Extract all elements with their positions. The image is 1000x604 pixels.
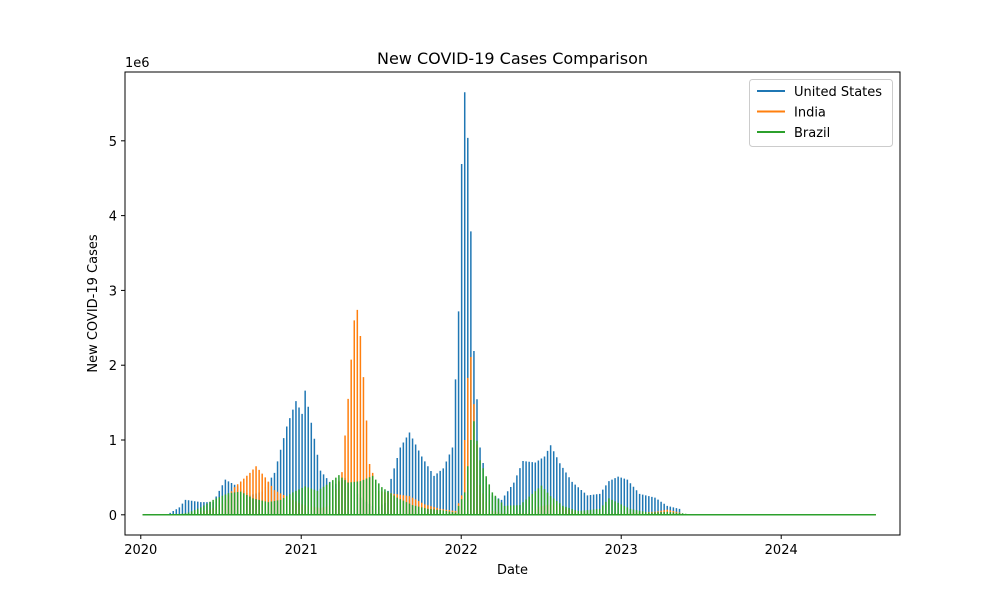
x-tick-label: 2020 — [124, 543, 157, 558]
y-axis-offset-text: 1e6 — [125, 56, 150, 71]
x-tick-label: 2024 — [765, 543, 798, 558]
chart-title: New COVID-19 Cases Comparison — [377, 49, 648, 68]
legend-label-india: India — [794, 106, 826, 121]
y-tick-label: 1 — [109, 434, 117, 449]
legend: United States India Brazil — [750, 80, 893, 147]
y-tick-label: 0 — [109, 509, 117, 524]
legend-label-united-states: United States — [794, 85, 882, 100]
x-axis: 2020 2021 2022 2023 2024 — [124, 535, 798, 558]
y-tick-label: 2 — [109, 359, 117, 374]
x-tick-label: 2021 — [285, 543, 318, 558]
x-tick-label: 2022 — [445, 543, 478, 558]
legend-label-brazil: Brazil — [794, 126, 830, 141]
y-axis-label: New COVID-19 Cases — [86, 234, 101, 372]
y-tick-label: 4 — [109, 210, 117, 225]
x-tick-label: 2023 — [605, 543, 638, 558]
x-axis-label: Date — [497, 563, 528, 578]
y-tick-label: 3 — [109, 284, 117, 299]
y-axis: 0 1 2 3 4 5 — [109, 135, 125, 524]
y-tick-label: 5 — [109, 135, 117, 150]
